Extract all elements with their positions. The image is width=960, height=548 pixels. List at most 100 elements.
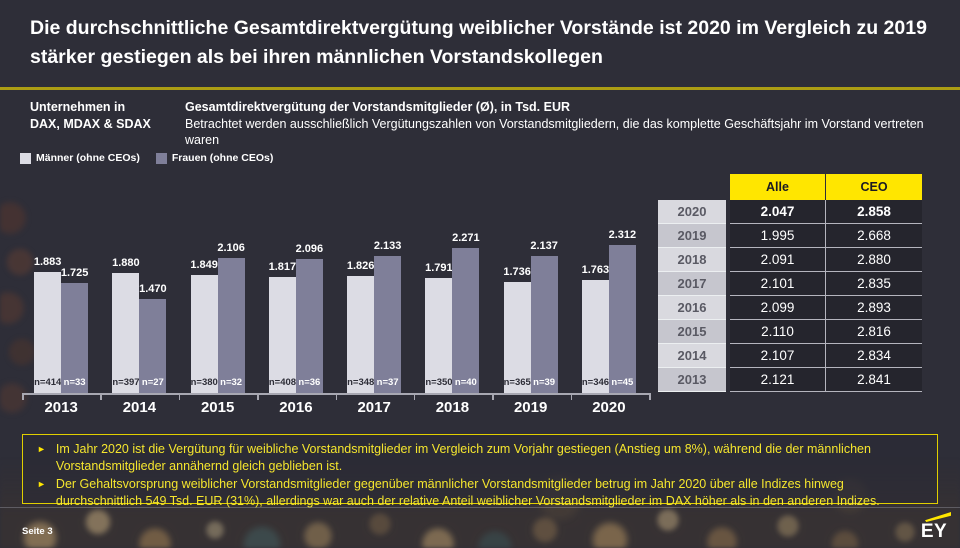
scope-line-1: Unternehmen in [30, 100, 126, 114]
page-number: Seite 3 [22, 526, 53, 537]
bar-frauen-2019: 2.137 n=39 [530, 240, 558, 393]
bar-value-label: 1.791 [425, 262, 453, 274]
bar-group-2019: 1.736 n=365 2.137 n=39 [492, 229, 570, 393]
table-header-ceo: CEO [826, 174, 922, 200]
bar-n-label: n=45 [611, 377, 634, 388]
bullet-arrow-icon: ► [37, 479, 46, 489]
axis-tick [22, 393, 24, 400]
axis-year-2017: 2017 [357, 399, 391, 416]
bar-maenner-2019: 1.736 n=365 [503, 266, 531, 393]
ey-beam-icon [925, 512, 951, 522]
bar-n-label: n=348 [347, 377, 375, 388]
bar-value-label: 1.763 [581, 264, 610, 276]
bullet-arrow-icon: ► [37, 444, 46, 454]
chart-year-labels: 2013 2014 2015 2016 2017 2018 2019 2020 [22, 399, 648, 416]
finding-bullet-2: ► Der Gehaltsvorsprung weiblicher Vorstan… [29, 476, 927, 509]
finding-text: Der Gehaltsvorsprung weiblicher Vorstand… [55, 477, 880, 508]
bar-n-label: n=32 [220, 377, 243, 388]
axis-tick [178, 393, 181, 400]
bar-group-2015: 1.849 n=380 2.106 n=32 [179, 229, 257, 393]
axis-year-2016: 2016 [279, 399, 313, 416]
legend-item-0: Männer (ohne CEOs) [20, 152, 140, 164]
bar-value-label: 2.106 [217, 242, 245, 254]
table-year-cell: 2020 [658, 200, 726, 224]
bar-frauen-2017: 2.133 n=37 [374, 240, 401, 393]
bar-frauen-2015: 2.106 n=32 [217, 242, 245, 393]
axis-year-2018: 2018 [435, 399, 470, 416]
table-row-2015: 2015 2.110 2.816 [658, 320, 922, 344]
bar-value-label: 1.826 [346, 260, 375, 272]
bar-value-label: 2.096 [295, 243, 324, 255]
bar-n-label: n=33 [63, 377, 86, 388]
bar-frauen-2014: 1.470 n=27 [139, 283, 167, 393]
table-alle-cell: 2.047 [730, 200, 826, 224]
table-row-2019: 2019 1.995 2.668 [658, 224, 922, 248]
table-header-alle: Alle [730, 174, 826, 200]
ey-wordmark: EY [920, 521, 948, 542]
axis-tick [257, 393, 259, 400]
bar-group-2013: 1.883 n=414 1.725 n=33 [22, 229, 100, 393]
axis-tick [100, 393, 102, 400]
table-ceo-cell: 2.816 [826, 320, 922, 344]
title-divider [0, 87, 960, 90]
bar-n-label: n=37 [376, 377, 399, 388]
table-row-2017: 2017 2.101 2.835 [658, 272, 922, 296]
finding-bullet-1: ► Im Jahr 2020 ist die Vergütung für weib… [29, 441, 927, 474]
axis-year-2019: 2019 [513, 399, 548, 416]
table-alle-cell: 2.101 [730, 272, 826, 296]
bar-value-label: 1.736 [503, 266, 531, 278]
bar-n-label: n=346 [581, 377, 610, 388]
bar-maenner-2016: 1.817 n=408 [269, 261, 296, 393]
bar-group-2017: 1.826 n=348 2.133 n=37 [335, 229, 413, 393]
bar-value-label: 1.880 [112, 257, 140, 269]
bar-maenner-2020: 1.763 n=346 [581, 264, 610, 393]
bar-value-label: 2.312 [608, 229, 637, 241]
table-row-2014: 2014 2.107 2.834 [658, 344, 922, 368]
bar-maenner-2018: 1.791 n=350 [425, 262, 453, 393]
table-header-row: Alle CEO [658, 174, 922, 200]
bar-group-2014: 1.880 n=397 1.470 n=27 [100, 229, 178, 393]
bar-maenner-2015: 1.849 n=380 [190, 259, 218, 393]
bar-frauen-2018: 2.271 n=40 [452, 232, 480, 393]
bar-value-label: 1.470 [139, 283, 167, 295]
table-year-cell: 2013 [658, 368, 726, 392]
table-ceo-cell: 2.893 [826, 296, 922, 320]
bar-n-label: n=40 [454, 377, 477, 388]
finding-text: Im Jahr 2020 ist die Vergütung für weibl… [55, 442, 871, 473]
bar-n-label: n=397 [112, 377, 140, 388]
bar-maenner-2017: 1.826 n=348 [347, 260, 375, 393]
legend: Männer (ohne CEOs) Frauen (ohne CEOs) [20, 152, 273, 164]
bar-n-label: n=365 [503, 377, 531, 388]
table-year-cell: 2016 [658, 296, 726, 320]
bar-value-label: 2.133 [373, 240, 402, 252]
axis-tick [570, 393, 573, 400]
footer-divider [0, 507, 960, 508]
bar-n-label: n=27 [141, 377, 164, 388]
table-ceo-cell: 2.835 [826, 272, 922, 296]
table-ceo-cell: 2.858 [826, 200, 922, 224]
bar-chart: 1.883 n=414 1.725 n=33 1.880 n=397 1.470 n=27 1.… [22, 229, 648, 393]
table-ceo-cell: 2.841 [826, 368, 922, 392]
legend-swatch-icon [20, 152, 31, 164]
table-year-cell: 2018 [658, 248, 726, 272]
axis-year-2015: 2015 [200, 399, 235, 416]
table-row-2020: 2020 2.047 2.858 [658, 200, 922, 224]
bar-n-label: n=39 [533, 377, 556, 388]
axis-tick [649, 393, 651, 400]
legend-label: Männer (ohne CEOs) [36, 152, 140, 164]
table-alle-cell: 1.995 [730, 224, 826, 248]
legend-swatch-icon [155, 152, 167, 164]
bar-maenner-2014: 1.880 n=397 [112, 257, 140, 393]
legend-item-1: Frauen (ohne CEOs) [155, 152, 273, 164]
key-findings-box: ► Im Jahr 2020 ist die Vergütung für weib… [22, 434, 938, 508]
bar-frauen-2020: 2.312 n=45 [609, 229, 636, 393]
bar-n-label: n=350 [425, 377, 453, 388]
table-year-cell: 2017 [658, 272, 726, 296]
table-alle-cell: 2.110 [730, 320, 826, 344]
chart-subtitle: Gesamtdirektvergütung der Vorstandsmitgl… [185, 99, 930, 149]
subtitle-note: Betrachtet werden ausschließlich Vergütu… [185, 116, 924, 148]
bar-frauen-2016: 2.096 n=36 [296, 243, 323, 393]
axis-tick [492, 393, 494, 400]
bar-group-2016: 1.817 n=408 2.096 n=36 [257, 229, 335, 393]
